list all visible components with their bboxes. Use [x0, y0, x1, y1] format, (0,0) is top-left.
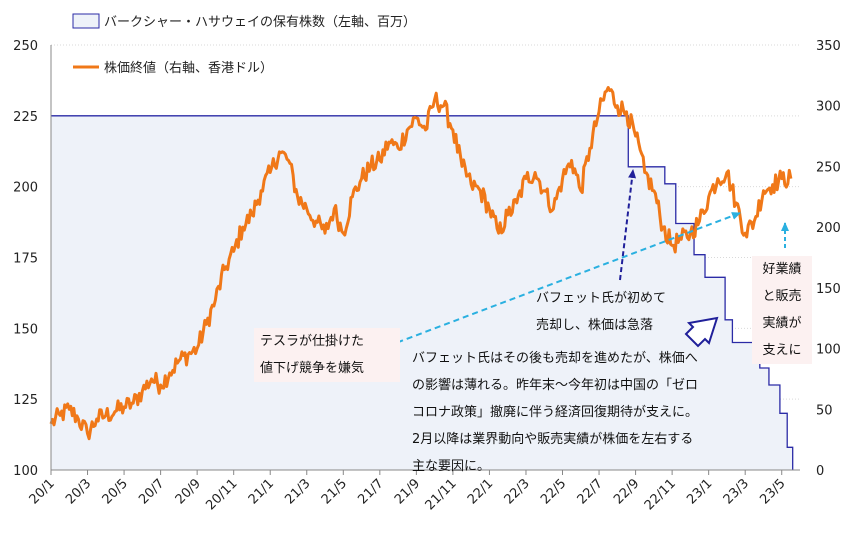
x-axis-tick-label: 21/3 [282, 476, 313, 507]
x-axis-tick-label: 22/5 [538, 476, 569, 507]
right-axis-tick-label: 300 [816, 100, 841, 115]
annotation-summary-line: の影響は薄れる。昨年末～今年初は中国の「ゼロ [412, 378, 699, 393]
annotation-summary-line: 主な要因に。 [412, 459, 491, 474]
annotation-buffett-first-line: バフェット氏が初めて [536, 291, 667, 306]
x-axis-tick-label: 22/1 [465, 476, 496, 507]
buffett-first-arrow [619, 169, 637, 281]
left-axis-tick-label: 150 [13, 322, 38, 337]
legend-label-holdings: バークシャー・ハサウェイの保有株数（左軸、百万） [104, 15, 416, 30]
annotation-sales-line: と販売 [762, 289, 802, 304]
right-axis-tick-label: 50 [816, 403, 833, 418]
annotation-tesla-line: 値下げ競争を嫌気 [260, 361, 365, 376]
annotation-tesla-line: テスラが仕掛けた [260, 334, 365, 349]
left-axis-tick-label: 250 [13, 39, 38, 54]
x-axis-tick-label: 21/5 [319, 476, 350, 507]
annotation-sales-line: 支えに [762, 343, 802, 358]
annotation-summary-line: コロナ政策」撤廃に伴う経済回復期待が支えに。 [412, 405, 699, 420]
x-axis-tick-label: 21/1 [246, 476, 277, 507]
x-axis-tick-label: 23/5 [757, 476, 788, 507]
left-axis-tick-label: 100 [13, 464, 38, 479]
axes [50, 45, 800, 471]
x-axis-tick-label: 20/11 [203, 476, 240, 513]
x-axis-tick-label: 22/11 [642, 476, 679, 513]
left-axis-tick-label: 125 [13, 393, 38, 408]
annotation-buffett-first: バフェット氏が初めて 売却し、株価は急落 [536, 285, 686, 339]
x-axis-tick-label: 22/7 [575, 476, 606, 507]
x-axis-tick-label: 23/1 [684, 476, 715, 507]
holdings-area [51, 115, 793, 470]
annotation-summary-line: バフェット氏はその後も売却を進めたが、株価へ [412, 351, 698, 366]
x-axis-tick-label: 20/3 [63, 476, 94, 507]
price-series-line [49, 86, 793, 441]
right-axis-tick-label: 350 [816, 39, 841, 54]
right-axis-tick-label: 100 [816, 343, 841, 358]
right-axis-tick-label: 250 [816, 160, 841, 175]
x-axis-tick-label: 20/7 [136, 476, 167, 507]
right-axis-ticks: 0 50 100 150 200 250 300 350 [816, 39, 841, 479]
x-axis-tick-label: 21/9 [392, 476, 423, 507]
left-axis-tick-label: 200 [13, 181, 38, 196]
annotation-sales-line: 実績が [762, 316, 802, 331]
right-axis-tick-label: 150 [816, 282, 841, 297]
legend-label-price: 株価終値（右軸、香港ドル） [104, 60, 273, 76]
legend-swatch-holdings [72, 13, 100, 29]
tesla-arrow [387, 212, 741, 347]
x-axis-tick-label: 20/9 [173, 476, 204, 507]
x-axis-tick-label: 21/11 [423, 476, 460, 513]
legend: バークシャー・ハサウェイの保有株数（左軸、百万） 株価終値（右軸、香港ドル） [72, 13, 416, 76]
summary-arrow [684, 316, 719, 348]
x-axis-tick-label: 22/3 [502, 476, 533, 507]
x-axis-tick-label: 20/1 [27, 476, 58, 507]
right-axis-tick-label: 0 [816, 464, 824, 479]
x-axis-tick-label: 20/5 [100, 476, 131, 507]
annotation-summary: バフェット氏はその後も売却を進めたが、株価へ の影響は薄れる。昨年末～今年初は中… [412, 345, 742, 480]
right-axis-tick-label: 200 [816, 221, 841, 236]
annotation-sales-line: 好業績 [762, 262, 802, 277]
annotation-sales: 好業績 と販売 実績が 支えに [752, 256, 812, 364]
annotation-buffett-first-line: 売却し、株価は急落 [536, 318, 654, 333]
annotation-tesla: テスラが仕掛けた 値下げ競争を嫌気 [254, 328, 400, 382]
x-axis-tick-label: 23/3 [721, 476, 752, 507]
holdings-series-line [51, 115, 794, 470]
annotation-summary-line: 2月以降は業界動向や販売実績が株価を左右する [412, 432, 694, 447]
x-axis-tick-label: 21/7 [355, 476, 386, 507]
left-axis-ticks: 100 125 150 175 200 225 250 [13, 39, 38, 479]
left-axis-tick-label: 175 [13, 252, 38, 267]
x-axis-tick-label: 22/9 [611, 476, 642, 507]
left-axis-tick-label: 225 [13, 110, 38, 125]
